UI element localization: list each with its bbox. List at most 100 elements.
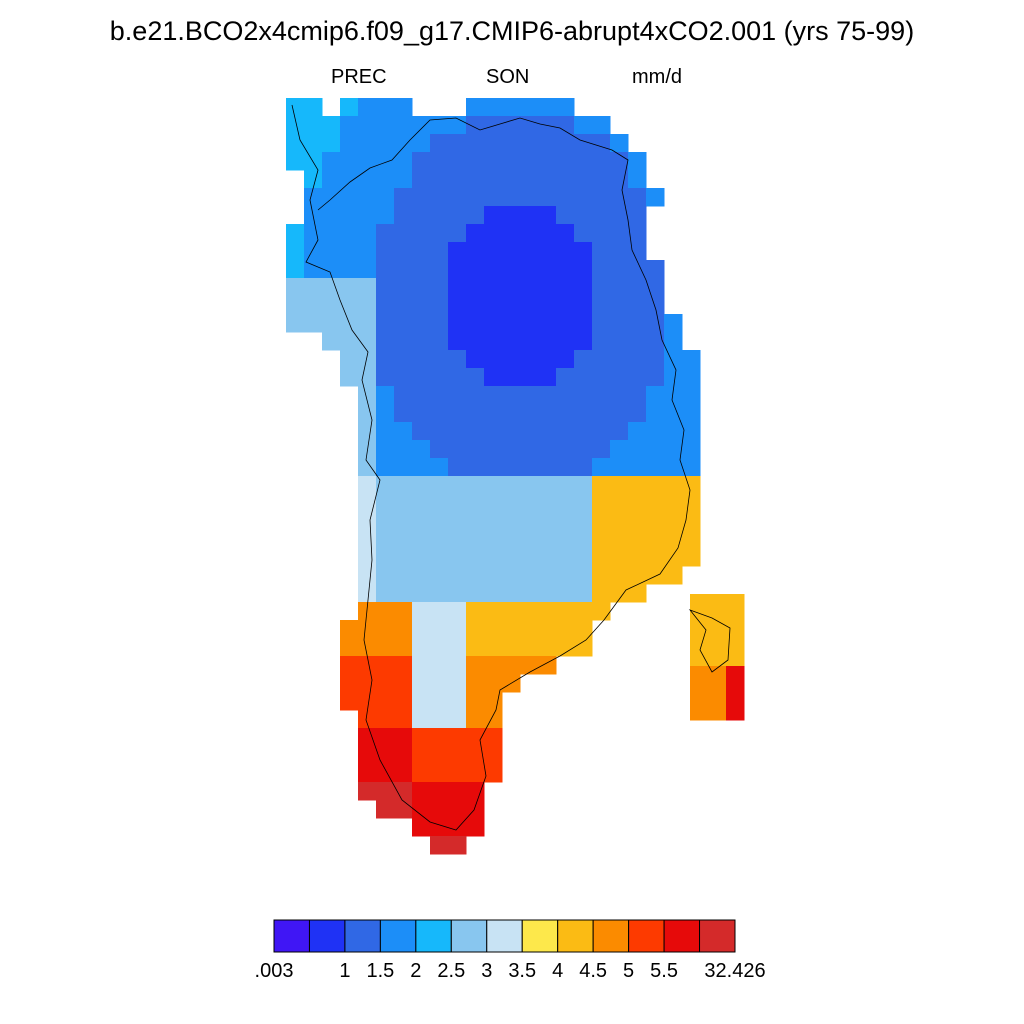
precip-cell — [466, 170, 485, 189]
precip-cell — [538, 242, 557, 261]
precip-cell — [286, 260, 305, 279]
precip-cell — [412, 332, 431, 351]
precip-cell — [448, 674, 467, 693]
precip-cell — [448, 494, 467, 513]
precip-cell — [646, 512, 665, 531]
precip-cell — [394, 368, 413, 387]
precip-cell — [726, 666, 745, 685]
precip-cell — [592, 584, 611, 603]
precip-cell — [358, 296, 377, 315]
precip-cell — [412, 278, 431, 297]
precip-cell — [556, 152, 575, 171]
precip-cell — [682, 548, 701, 567]
precip-cell — [628, 494, 647, 513]
precip-cell — [448, 746, 467, 765]
precip-cell — [556, 440, 575, 459]
precip-cell — [628, 314, 647, 333]
precip-cell — [358, 458, 377, 477]
precip-cell — [394, 674, 413, 693]
precip-cell — [358, 620, 377, 639]
precip-cell — [484, 116, 503, 135]
precip-cell — [592, 278, 611, 297]
precip-cell — [556, 602, 575, 621]
precip-cell — [358, 224, 377, 243]
precip-cell — [358, 206, 377, 225]
precip-cell — [430, 170, 449, 189]
precip-cell — [520, 206, 539, 225]
precip-cell — [430, 152, 449, 171]
precip-cell — [484, 278, 503, 297]
precip-cell — [394, 458, 413, 477]
precip-cell — [466, 476, 485, 495]
precip-cell — [448, 278, 467, 297]
season-label: SON — [486, 66, 530, 88]
precip-cell — [574, 134, 593, 153]
precip-cell — [484, 602, 503, 621]
precip-cell — [520, 458, 539, 477]
precip-cell — [646, 296, 665, 315]
precip-cell — [466, 278, 485, 297]
precip-cell — [502, 242, 521, 261]
precip-cell — [376, 548, 395, 567]
precip-cell — [412, 800, 431, 819]
precip-cell — [376, 530, 395, 549]
precip-cell — [520, 512, 539, 531]
precip-cell — [358, 134, 377, 153]
precip-cell — [726, 630, 745, 649]
precip-cell — [628, 278, 647, 297]
precip-cell — [394, 476, 413, 495]
precip-cell — [412, 584, 431, 603]
precip-cell — [304, 278, 323, 297]
precip-cell — [628, 404, 647, 423]
precip-cell — [538, 224, 557, 243]
colorbar-swatch — [521, 919, 559, 953]
precip-cell — [628, 458, 647, 477]
precip-cell — [502, 530, 521, 549]
precip-cell — [628, 206, 647, 225]
precip-cell — [448, 440, 467, 459]
precip-cell — [628, 440, 647, 459]
precip-cell — [466, 710, 485, 729]
precip-cell — [394, 242, 413, 261]
precip-cell — [520, 314, 539, 333]
precip-cell — [538, 440, 557, 459]
precip-cell — [394, 170, 413, 189]
precip-cell — [394, 314, 413, 333]
precip-cell — [646, 386, 665, 405]
precip-cell — [502, 548, 521, 567]
precip-cell — [376, 458, 395, 477]
precip-cell — [376, 170, 395, 189]
precip-cell — [376, 242, 395, 261]
precip-cell — [430, 836, 449, 855]
precip-cell — [412, 152, 431, 171]
precip-cell — [682, 494, 701, 513]
precip-cell — [358, 494, 377, 513]
precip-cell — [556, 620, 575, 639]
precip-cell — [538, 260, 557, 279]
precip-cell — [466, 368, 485, 387]
precip-cell — [304, 188, 323, 207]
precip-cell — [394, 566, 413, 585]
precip-cell — [322, 314, 341, 333]
precip-cell — [574, 206, 593, 225]
precip-cell — [538, 602, 557, 621]
precip-cell — [520, 530, 539, 549]
precip-cell — [376, 404, 395, 423]
precip-cell — [502, 638, 521, 657]
precip-cell — [412, 512, 431, 531]
precip-cell — [592, 296, 611, 315]
colorbar-tick-label: 4 — [552, 960, 564, 982]
precip-cell — [394, 332, 413, 351]
precip-cell — [376, 368, 395, 387]
precip-cell — [628, 584, 647, 603]
precip-cell — [610, 350, 629, 369]
precip-cell — [358, 116, 377, 135]
colorbar-swatch — [663, 919, 701, 953]
precip-cell — [412, 620, 431, 639]
precip-cell — [394, 548, 413, 567]
precip-cell — [574, 260, 593, 279]
precip-cell — [574, 368, 593, 387]
colorbar-tick-label: 4.5 — [579, 960, 608, 982]
precip-cell — [628, 296, 647, 315]
precip-cell — [646, 494, 665, 513]
